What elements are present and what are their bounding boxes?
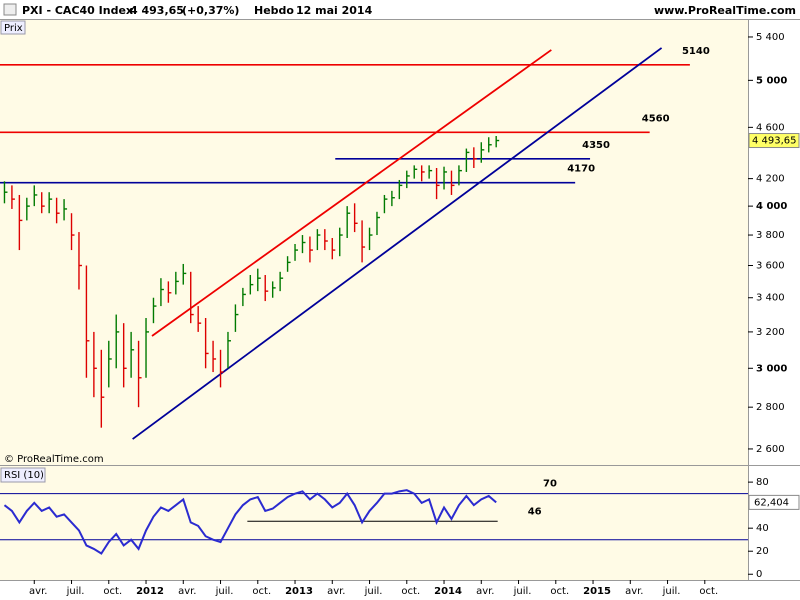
menu-icon[interactable] — [3, 3, 17, 16]
y-tick-label: 4 600 — [756, 122, 785, 133]
rsi-line — [3, 489, 497, 555]
y-tick-label: 3 400 — [756, 293, 785, 304]
panel-label-box — [0, 20, 26, 35]
rsi-last-box — [748, 494, 800, 510]
x-tick-label: oct. — [401, 586, 420, 597]
rsi-last-label: 62,404 — [754, 497, 789, 508]
y-tick-label: 3 600 — [756, 261, 785, 272]
trend-line — [151, 49, 552, 337]
price-panel — [0, 20, 748, 465]
rsi-title: RSI (10) — [4, 470, 44, 481]
x-tick-label: 2012 — [136, 586, 164, 597]
x-tick-label: 2014 — [434, 586, 462, 597]
last-price: 4 493,65 — [130, 4, 184, 17]
y-tick-label: 3 200 — [756, 327, 785, 338]
y-tick-label: 80 — [756, 477, 769, 488]
y-tick-label: 2 800 — [756, 402, 785, 413]
y-tick-label: 4 000 — [756, 201, 787, 212]
panel-label: Prix — [4, 23, 23, 34]
rsi-level-label: 70 — [543, 479, 557, 490]
x-tick-label: 2013 — [285, 586, 313, 597]
y-tick-label: 4 200 — [756, 174, 785, 185]
change: (+0,37%) — [182, 4, 239, 17]
title: PXI - CAC40 Index — [22, 4, 133, 17]
x-tick-label: 2015 — [583, 586, 611, 597]
x-tick-label: oct. — [103, 586, 122, 597]
x-tick-label: juil. — [662, 586, 681, 597]
x-tick-label: oct. — [699, 586, 718, 597]
x-tick-label: avr. — [29, 586, 47, 597]
y-tick-label: 40 — [756, 523, 769, 534]
x-tick-label: avr. — [625, 586, 643, 597]
rsi-panel — [0, 466, 748, 580]
x-tick-label: juil. — [66, 586, 85, 597]
watermark: © ProRealTime.com — [4, 454, 104, 465]
date: 12 mai 2014 — [296, 4, 373, 17]
x-tick-label: avr. — [178, 586, 196, 597]
x-tick-label: juil. — [364, 586, 383, 597]
y-tick-label: 3 000 — [756, 363, 787, 374]
source: www.ProRealTime.com — [654, 4, 796, 17]
last-price-label: 4 493,65 — [752, 136, 797, 147]
level-label: 4560 — [642, 113, 670, 124]
y-tick-label: 5 400 — [756, 32, 785, 43]
y-tick-label: 3 800 — [756, 230, 785, 241]
x-tick-label: oct. — [252, 586, 271, 597]
x-tick-label: avr. — [476, 586, 494, 597]
rsi-level-label: 46 — [528, 506, 542, 517]
y-tick-label: 5 000 — [756, 75, 787, 86]
x-tick-label: juil. — [513, 586, 532, 597]
level-label: 5140 — [682, 46, 710, 57]
y-tick-label: 0 — [756, 569, 762, 580]
y-tick-label: 2 600 — [756, 444, 785, 455]
level-label: 4350 — [582, 140, 610, 151]
period: Hebdo — [254, 4, 294, 17]
level-label: 4170 — [567, 164, 595, 175]
rsi-label-box — [0, 467, 46, 483]
x-tick-label: oct. — [550, 586, 569, 597]
last-price-box — [748, 133, 800, 149]
y-tick-label: 20 — [756, 546, 769, 557]
x-tick-label: juil. — [215, 586, 234, 597]
x-tick-label: avr. — [327, 586, 345, 597]
